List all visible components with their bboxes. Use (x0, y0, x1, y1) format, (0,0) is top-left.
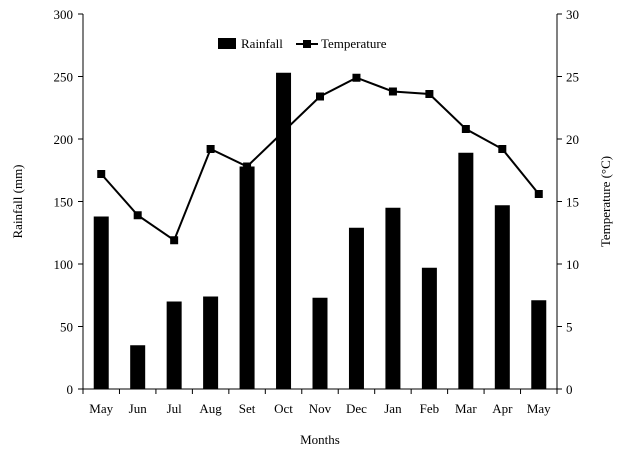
rainfall-bar (276, 72, 292, 389)
left-y-tick-label: 300 (54, 7, 74, 22)
rainfall-bar (93, 216, 109, 389)
temperature-line-layer (97, 73, 543, 245)
x-tick-label: Feb (420, 401, 440, 416)
right-y-ticks: 0 5 10 15 20 25 30 (557, 7, 579, 397)
x-tick-label: Apr (492, 401, 513, 416)
legend-rainfall-swatch (218, 38, 236, 49)
right-y-tick-label: 5 (566, 320, 573, 335)
x-tick-label: Jan (384, 401, 402, 416)
rainfall-bars (93, 72, 547, 389)
rainfall-bar (385, 207, 401, 389)
right-y-tick-label: 15 (566, 195, 579, 210)
x-tick-label: Mar (455, 401, 477, 416)
x-tick-label: May (89, 401, 113, 416)
temperature-point (498, 145, 507, 153)
temperature-point (316, 92, 324, 101)
rainfall-bar (239, 166, 255, 389)
right-y-tick-label: 30 (566, 7, 579, 22)
left-y-tick-label: 200 (54, 132, 74, 147)
rainfall-bar (458, 152, 474, 389)
temperature-point (388, 87, 397, 96)
temperature-point (279, 127, 288, 136)
x-tick-label: Jun (129, 401, 148, 416)
right-y-axis-title: Temperature (°C) (598, 156, 613, 247)
rainfall-bar (531, 300, 547, 389)
temperature-point (97, 170, 106, 178)
rainfall-bar (348, 227, 364, 389)
legend-temperature-label: Temperature (321, 36, 387, 51)
x-ticks: May Jun Jul Aug Set Oct Nov Dec Jan Feb Mar Apr May (82, 389, 558, 416)
x-tick-label: Set (239, 401, 256, 416)
x-tick-label: Dec (346, 401, 367, 416)
temperature-point (534, 190, 543, 198)
rainfall-bar (494, 205, 510, 389)
left-y-tick-label: 150 (54, 195, 74, 210)
x-tick-label: Oct (274, 401, 293, 416)
x-tick-label: Jul (167, 401, 183, 416)
legend-rainfall-label: Rainfall (241, 36, 283, 51)
x-axis-title: Months (300, 432, 340, 447)
rainfall-bar (312, 297, 328, 389)
temperature-point (425, 90, 434, 98)
left-y-axis-title: Rainfall (mm) (10, 164, 25, 238)
legend: Rainfall Temperature (218, 36, 387, 51)
temperature-point (352, 73, 361, 82)
rainfall-bar (203, 296, 219, 389)
temperature-point (206, 145, 215, 153)
right-y-tick-label: 0 (566, 382, 573, 397)
right-y-tick-label: 10 (566, 257, 579, 272)
legend-temperature-marker (303, 40, 311, 48)
left-y-tick-label: 250 (54, 70, 74, 85)
left-y-ticks: 0 50 100 150 200 250 300 (54, 7, 83, 397)
rainfall-bar (166, 301, 182, 389)
left-y-tick-label: 100 (54, 257, 74, 272)
x-tick-label: May (527, 401, 551, 416)
left-y-tick-label: 0 (67, 382, 74, 397)
temperature-point (133, 211, 142, 220)
x-tick-label: Nov (309, 401, 332, 416)
right-y-tick-label: 20 (566, 132, 579, 147)
temperature-point (461, 125, 470, 133)
temperature-point (170, 236, 179, 245)
temperature-point (243, 162, 252, 171)
rainfall-bar (130, 345, 146, 389)
x-tick-label: Aug (199, 401, 222, 416)
rainfall-bar (421, 267, 437, 389)
left-y-tick-label: 50 (60, 320, 73, 335)
right-y-tick-label: 25 (566, 70, 579, 85)
